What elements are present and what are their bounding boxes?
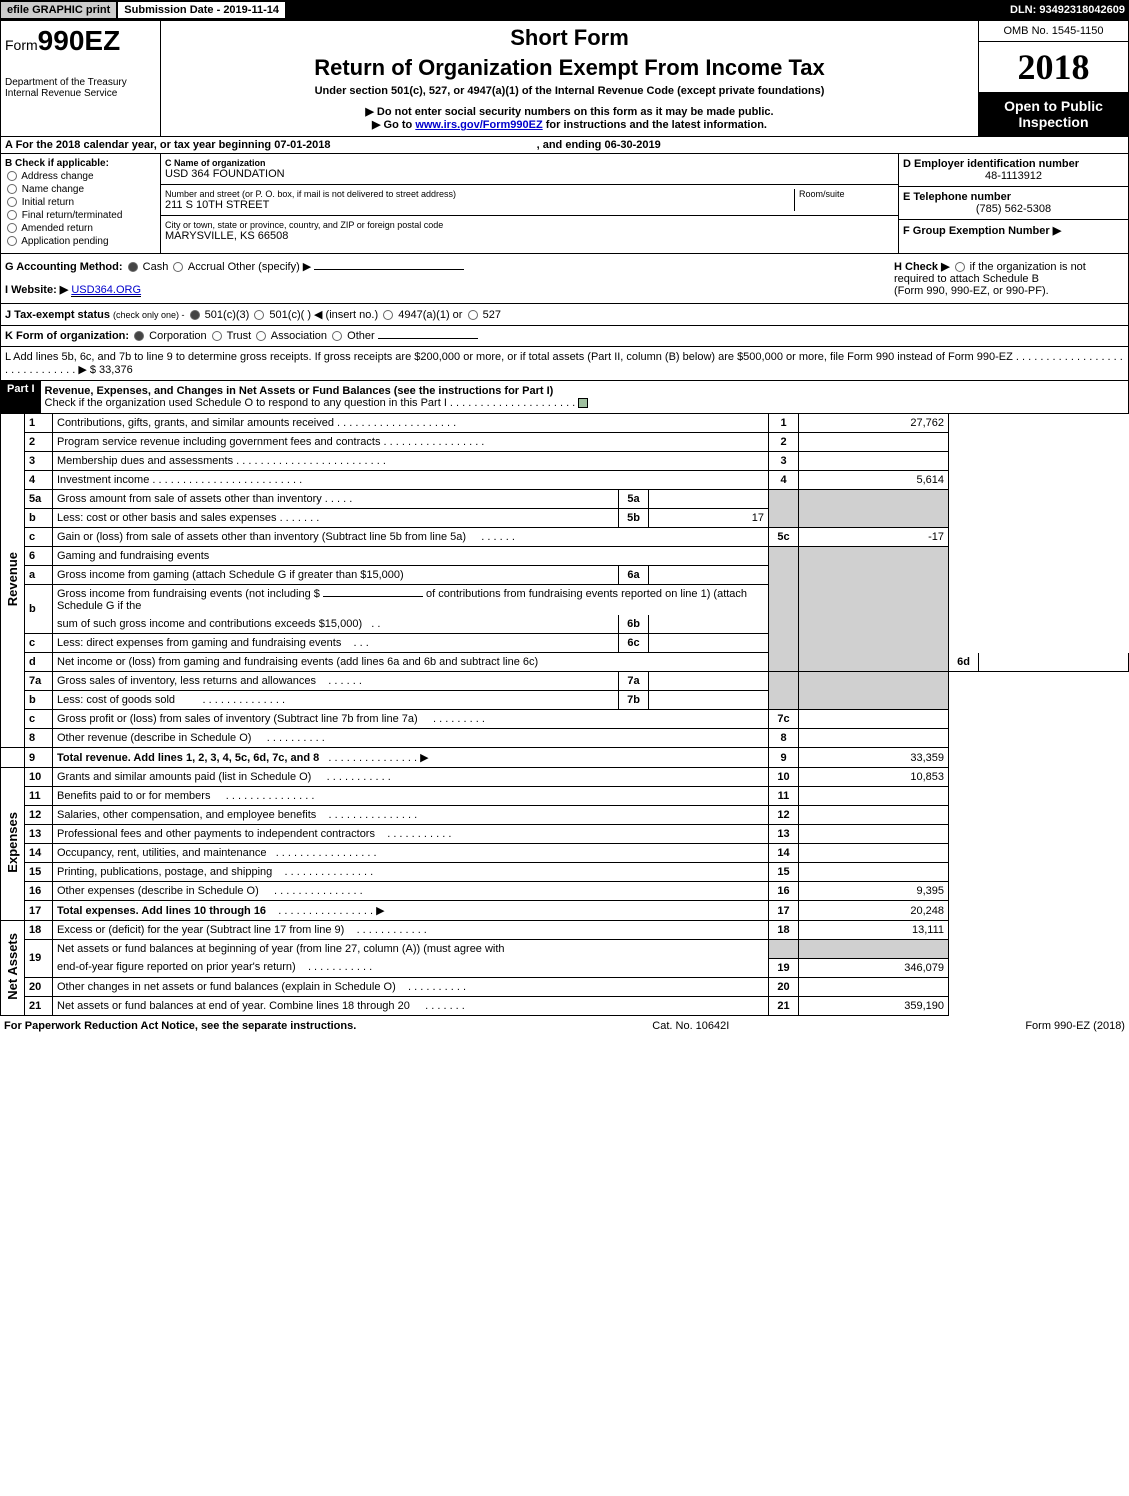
table-row: 8 Other revenue (describe in Schedule O)… — [1, 729, 1129, 748]
net-assets-label: Net Assets — [5, 933, 20, 1000]
do-not-enter-note: ▶ Do not enter social security numbers o… — [165, 105, 974, 118]
address-change-checkbox[interactable] — [7, 171, 17, 181]
section-l: L Add lines 5b, 6c, and 7b to line 9 to … — [0, 347, 1129, 381]
table-row: 19 Net assets or fund balances at beginn… — [1, 940, 1129, 959]
section-j: J Tax-exempt status (check only one) - 5… — [0, 304, 1129, 326]
501c3-radio[interactable] — [190, 310, 200, 320]
revenue-label: Revenue — [5, 552, 20, 606]
top-bar: efile GRAPHIC print Submission Date - 20… — [0, 0, 1129, 20]
section-h: H Check ▶ if the organization is not req… — [894, 260, 1124, 297]
catalog-number: Cat. No. 10642I — [652, 1020, 729, 1032]
page-footer: For Paperwork Reduction Act Notice, see … — [0, 1016, 1129, 1036]
table-row: 14 Occupancy, rent, utilities, and maint… — [1, 844, 1129, 863]
association-radio[interactable] — [256, 331, 266, 341]
subtitle: Under section 501(c), 527, or 4947(a)(1)… — [165, 85, 974, 97]
table-row: Net Assets 18 Excess or (deficit) for th… — [1, 921, 1129, 940]
dln-number: DLN: 93492318042609 — [1010, 4, 1129, 16]
table-row: 12 Salaries, other compensation, and emp… — [1, 806, 1129, 825]
table-row: 9 Total revenue. Add lines 1, 2, 3, 4, 5… — [1, 748, 1129, 768]
expenses-label: Expenses — [5, 812, 20, 873]
city-state-zip: MARYSVILLE, KS 66508 — [165, 230, 894, 242]
tax-year: 2018 — [979, 42, 1128, 92]
table-row: end-of-year figure reported on prior yea… — [1, 958, 1129, 977]
table-row: 11 Benefits paid to or for members . . .… — [1, 787, 1129, 806]
501c-radio[interactable] — [254, 310, 264, 320]
street-address: 211 S 10TH STREET — [165, 199, 794, 211]
form-reference: Form 990-EZ (2018) — [1025, 1020, 1125, 1032]
trust-radio[interactable] — [212, 331, 222, 341]
ein-box: D Employer identification number 48-1113… — [899, 154, 1128, 187]
table-row: 16 Other expenses (describe in Schedule … — [1, 882, 1129, 901]
short-form-title: Short Form — [165, 25, 974, 51]
section-b-checkboxes: B Check if applicable: Address change Na… — [1, 154, 161, 253]
irs-link[interactable]: www.irs.gov/Form990EZ — [415, 119, 542, 131]
table-row: c Gain or (loss) from sale of assets oth… — [1, 528, 1129, 547]
other-org-radio[interactable] — [332, 331, 342, 341]
table-row: b Gross income from fundraising events (… — [1, 585, 1129, 616]
department-label: Department of the Treasury Internal Reve… — [5, 77, 156, 99]
section-k: K Form of organization: Corporation Trus… — [0, 326, 1129, 347]
accrual-radio[interactable] — [173, 262, 183, 272]
org-name-box: C Name of organization USD 364 FOUNDATIO… — [161, 154, 898, 185]
group-exemption-box: F Group Exemption Number ▶ — [899, 220, 1128, 241]
table-row: b Less: cost or other basis and sales ex… — [1, 509, 1129, 528]
4947-radio[interactable] — [383, 310, 393, 320]
table-row: sum of such gross income and contributio… — [1, 615, 1129, 634]
table-row: Expenses 10 Grants and similar amounts p… — [1, 768, 1129, 787]
table-row: 6 Gaming and fundraising events — [1, 547, 1129, 566]
table-row: 15 Printing, publications, postage, and … — [1, 863, 1129, 882]
ein-value: 48-1113912 — [903, 170, 1124, 182]
table-row: b Less: cost of goods sold . . . . . . .… — [1, 691, 1129, 710]
initial-return-checkbox[interactable] — [7, 197, 17, 207]
schedule-b-checkbox[interactable] — [955, 262, 965, 272]
phone-value: (785) 562-5308 — [903, 203, 1124, 215]
table-row: c Less: direct expenses from gaming and … — [1, 634, 1129, 653]
goto-link-line: ▶ Go to www.irs.gov/Form990EZ for instru… — [165, 118, 974, 131]
table-row: 21 Net assets or fund balances at end of… — [1, 996, 1129, 1015]
table-row: d Net income or (loss) from gaming and f… — [1, 653, 1129, 672]
city-box: City or town, state or province, country… — [161, 216, 898, 246]
paperwork-notice: For Paperwork Reduction Act Notice, see … — [4, 1020, 356, 1032]
table-row: 2 Program service revenue including gove… — [1, 433, 1129, 452]
table-row: 13 Professional fees and other payments … — [1, 825, 1129, 844]
table-row: 4 Investment income . . . . . . . . . . … — [1, 471, 1129, 490]
org-name: USD 364 FOUNDATION — [165, 168, 894, 180]
accounting-method-row: G Accounting Method: Cash Accrual Other … — [0, 254, 1129, 304]
street-address-box: Number and street (or P. O. box, if mail… — [165, 189, 794, 211]
part-i-header: Part I Revenue, Expenses, and Changes in… — [0, 381, 1129, 414]
name-change-checkbox[interactable] — [7, 184, 17, 194]
efile-print-button[interactable]: efile GRAPHIC print — [0, 1, 117, 19]
table-row: Revenue 1 Contributions, gifts, grants, … — [1, 414, 1129, 433]
omb-number: OMB No. 1545-1150 — [979, 21, 1128, 42]
corporation-radio[interactable] — [134, 331, 144, 341]
amended-return-checkbox[interactable] — [7, 223, 17, 233]
table-row: 20 Other changes in net assets or fund b… — [1, 977, 1129, 996]
table-row: a Gross income from gaming (attach Sched… — [1, 566, 1129, 585]
cash-radio[interactable] — [128, 262, 138, 272]
schedule-o-checkbox[interactable] — [578, 398, 588, 408]
final-return-checkbox[interactable] — [7, 210, 17, 220]
form-header: Form990EZ Department of the Treasury Int… — [0, 20, 1129, 137]
table-row: c Gross profit or (loss) from sales of i… — [1, 710, 1129, 729]
table-row: 3 Membership dues and assessments . . . … — [1, 452, 1129, 471]
table-row: 5a Gross amount from sale of assets othe… — [1, 490, 1129, 509]
527-radio[interactable] — [468, 310, 478, 320]
submission-date: Submission Date - 2019-11-14 — [117, 1, 286, 19]
application-pending-checkbox[interactable] — [7, 236, 17, 246]
website-link[interactable]: USD364.ORG — [71, 284, 141, 297]
section-a-tax-year: A For the 2018 calendar year, or tax yea… — [0, 137, 1129, 154]
table-row: 7a Gross sales of inventory, less return… — [1, 672, 1129, 691]
phone-box: E Telephone number (785) 562-5308 — [899, 187, 1128, 220]
info-block: B Check if applicable: Address change Na… — [0, 154, 1129, 254]
table-row: 17 Total expenses. Add lines 10 through … — [1, 901, 1129, 921]
open-to-public: Open to Public Inspection — [979, 92, 1128, 136]
form-number: Form990EZ — [5, 25, 156, 57]
room-suite-box: Room/suite — [794, 189, 894, 211]
part-i-table: Revenue 1 Contributions, gifts, grants, … — [0, 414, 1129, 1016]
main-title: Return of Organization Exempt From Incom… — [165, 55, 974, 81]
